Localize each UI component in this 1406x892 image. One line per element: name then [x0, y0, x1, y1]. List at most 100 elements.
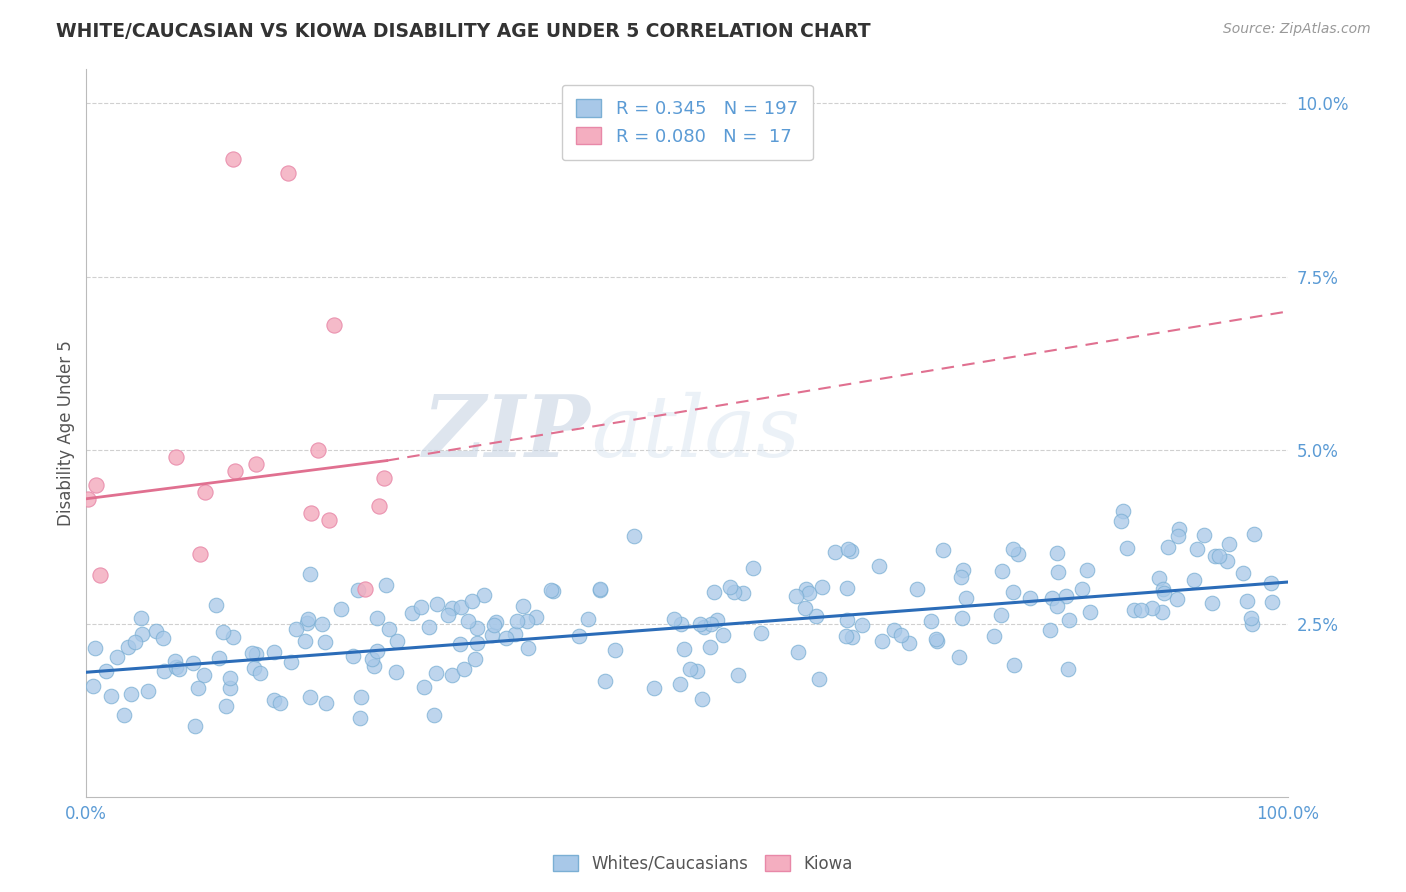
Point	[284, 622, 307, 636]
Point	[807, 673, 830, 687]
Point	[506, 614, 529, 628]
Point	[723, 585, 745, 599]
Point	[1187, 541, 1209, 556]
Point	[1071, 582, 1094, 597]
Point	[925, 632, 948, 647]
Point	[595, 673, 617, 688]
Point	[948, 649, 970, 664]
Point	[450, 600, 472, 615]
Point	[318, 512, 340, 526]
Point	[1078, 606, 1101, 620]
Point	[219, 681, 242, 696]
Point	[703, 585, 725, 599]
Point	[342, 648, 364, 663]
Point	[269, 696, 291, 710]
Point	[453, 662, 475, 676]
Point	[263, 693, 285, 707]
Point	[360, 652, 382, 666]
Point	[374, 578, 396, 592]
Point	[165, 660, 187, 674]
Point	[378, 623, 401, 637]
Point	[1054, 589, 1077, 603]
Point	[117, 640, 139, 655]
Point	[193, 668, 215, 682]
Point	[1218, 537, 1240, 551]
Point	[437, 607, 460, 622]
Point	[411, 599, 433, 614]
Point	[1243, 527, 1265, 541]
Point	[297, 611, 319, 625]
Point	[347, 583, 370, 598]
Point	[1166, 591, 1188, 606]
Point	[1018, 591, 1040, 606]
Point	[515, 614, 537, 628]
Point	[385, 665, 408, 679]
Point	[589, 582, 612, 597]
Point	[299, 566, 322, 581]
Point	[1116, 541, 1139, 555]
Point	[524, 610, 547, 624]
Point	[1142, 600, 1164, 615]
Point	[568, 629, 591, 643]
Point	[1240, 617, 1263, 632]
Point	[952, 563, 974, 577]
Point	[277, 166, 299, 180]
Point	[810, 580, 832, 594]
Point	[485, 615, 508, 629]
Text: ZIP: ZIP	[423, 391, 591, 475]
Point	[129, 611, 152, 625]
Point	[323, 318, 346, 333]
Point	[1046, 566, 1069, 580]
Point	[706, 613, 728, 627]
Point	[314, 635, 336, 649]
Point	[693, 620, 716, 634]
Point	[1167, 529, 1189, 543]
Point	[623, 529, 645, 543]
Point	[224, 464, 246, 478]
Point	[1215, 554, 1237, 568]
Point	[222, 152, 245, 166]
Point	[211, 624, 233, 639]
Point	[124, 635, 146, 649]
Point	[543, 584, 565, 599]
Point	[905, 582, 928, 596]
Point	[668, 676, 690, 690]
Point	[243, 661, 266, 675]
Point	[188, 547, 211, 561]
Point	[699, 640, 721, 654]
Point	[363, 658, 385, 673]
Point	[245, 647, 267, 661]
Point	[1240, 611, 1263, 625]
Point	[153, 664, 176, 678]
Point	[366, 643, 388, 657]
Point	[131, 627, 153, 641]
Point	[950, 611, 973, 625]
Point	[77, 491, 100, 506]
Point	[412, 680, 434, 694]
Point	[806, 609, 828, 624]
Point	[837, 541, 859, 556]
Point	[472, 588, 495, 602]
Point	[263, 645, 285, 659]
Point	[167, 662, 190, 676]
Point	[664, 612, 686, 626]
Point	[1157, 540, 1180, 554]
Point	[295, 615, 318, 630]
Point	[187, 681, 209, 695]
Point	[465, 635, 488, 649]
Point	[387, 633, 409, 648]
Point	[426, 597, 449, 611]
Point	[576, 612, 599, 626]
Point	[449, 637, 471, 651]
Point	[299, 506, 322, 520]
Point	[1001, 584, 1024, 599]
Point	[145, 624, 167, 638]
Point	[1152, 582, 1174, 597]
Point	[643, 681, 665, 695]
Point	[330, 602, 353, 616]
Point	[672, 642, 695, 657]
Point	[517, 641, 540, 656]
Point	[785, 589, 807, 603]
Point	[605, 643, 627, 657]
Point	[222, 630, 245, 644]
